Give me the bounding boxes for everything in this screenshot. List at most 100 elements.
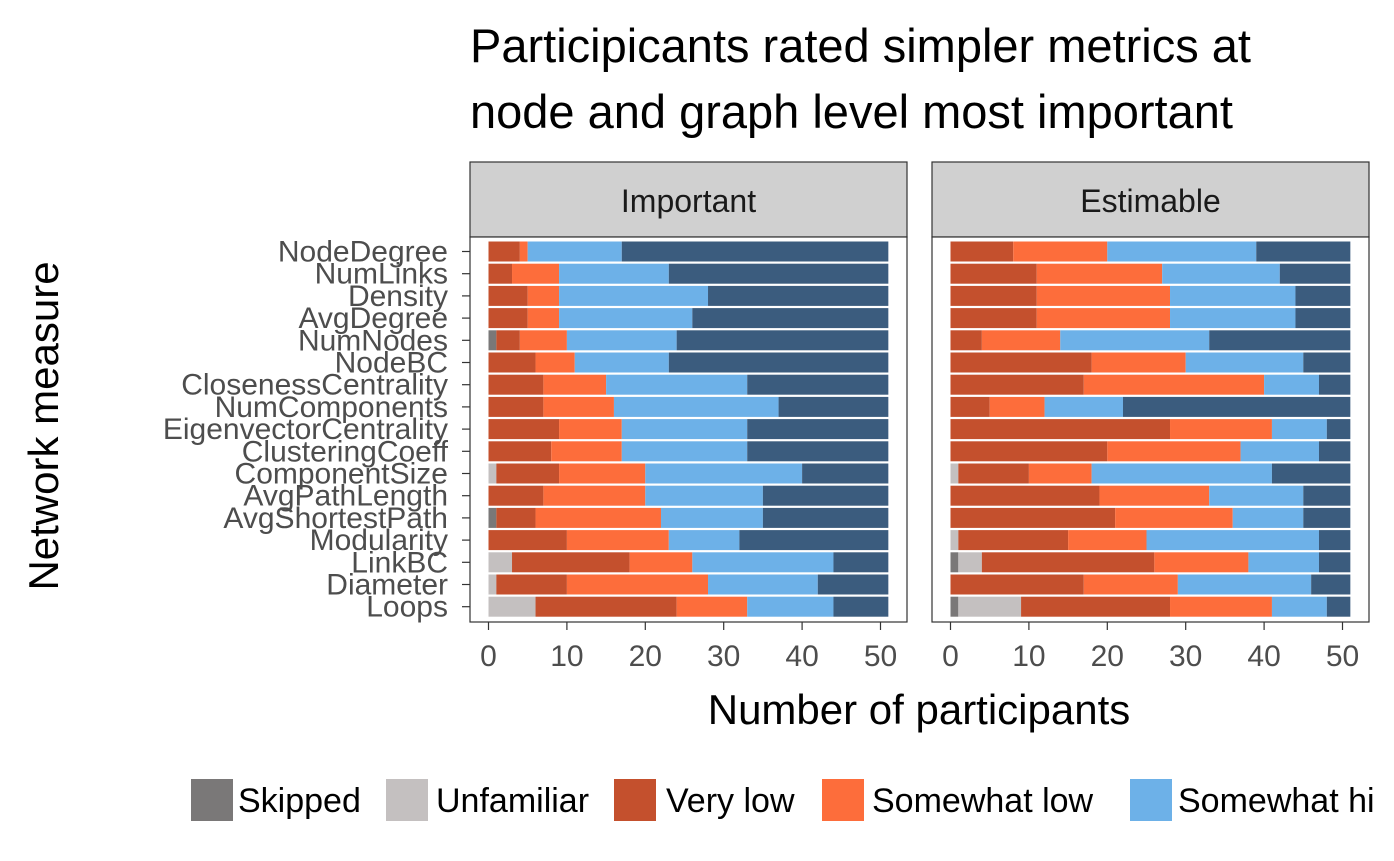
bar-segment — [1311, 574, 1351, 595]
bar-segment — [574, 352, 669, 373]
bar-segment — [668, 352, 889, 373]
x-tick-label: 20 — [629, 640, 662, 673]
bar-segment — [778, 396, 889, 417]
bar-segment — [559, 308, 693, 329]
bar-segment — [512, 552, 630, 573]
bar-segment — [958, 552, 982, 573]
bar-segment — [1091, 352, 1186, 373]
bar-segment — [660, 507, 763, 528]
bar-segment — [1036, 285, 1171, 306]
legend-label: Somewhat low — [872, 782, 1094, 820]
bar-segment — [950, 574, 1084, 595]
bar-segment — [1107, 241, 1257, 262]
y-tick-label: Modularity — [310, 524, 448, 557]
facet-panel-1: Estimable 0 10 20 30 40 50 — [931, 161, 1370, 673]
bar-segment — [747, 441, 889, 462]
bar-segment — [488, 441, 552, 462]
bar-segment — [1295, 308, 1351, 329]
y-tick-label: EigenvectorCentrality — [163, 413, 448, 446]
bar-segment — [559, 285, 709, 306]
bar-segment — [747, 596, 834, 617]
bar-segment — [488, 485, 544, 506]
bar-segment — [606, 374, 748, 395]
bar-segment — [488, 352, 536, 373]
bar-segment — [1240, 441, 1319, 462]
bar-segment — [1036, 308, 1171, 329]
bar-segment — [1083, 574, 1178, 595]
bar-segment — [1279, 263, 1351, 284]
bar-segment — [551, 441, 622, 462]
x-tick-label: 20 — [1091, 640, 1124, 673]
bar-segment — [739, 530, 889, 551]
bar-segment — [668, 263, 889, 284]
bar-segment — [950, 596, 959, 617]
y-tick-label: NumNodes — [298, 324, 448, 357]
bar-segment — [950, 441, 1108, 462]
bar-segment — [621, 241, 889, 262]
bar-segment — [645, 485, 763, 506]
bar-segment — [833, 596, 889, 617]
bar-segment — [1122, 396, 1351, 417]
bar-segment — [543, 374, 607, 395]
bar-segment — [692, 552, 834, 573]
x-tick-label: 50 — [1326, 640, 1359, 673]
bar-segment — [981, 330, 1061, 351]
bar-segment — [747, 419, 889, 440]
bar-segment — [496, 330, 520, 351]
bar-segment — [1326, 596, 1351, 617]
bar-segment — [488, 308, 528, 329]
bar-segment — [488, 330, 497, 351]
bar-segment — [566, 330, 677, 351]
bar-segment — [950, 552, 959, 573]
y-tick-label: AvgShortestPath — [223, 502, 448, 535]
bar-segment — [1303, 507, 1351, 528]
x-tick-label: 10 — [1012, 640, 1045, 673]
bar-segment — [1115, 507, 1233, 528]
bar-segment — [566, 574, 709, 595]
bar-segment — [950, 285, 1037, 306]
bar-segment — [958, 596, 1022, 617]
bar-segment — [950, 530, 959, 551]
bar-segment — [543, 396, 614, 417]
bar-segment — [1170, 285, 1296, 306]
legend-key — [386, 779, 428, 821]
legend-label: Very low — [666, 782, 795, 820]
bar-segment — [802, 463, 889, 484]
bar-segment — [559, 463, 646, 484]
x-tick-label: 10 — [550, 640, 583, 673]
bar-segment — [1303, 485, 1351, 506]
bar-segment — [1256, 241, 1351, 262]
bar-segment — [708, 285, 889, 306]
legend-key — [614, 779, 656, 821]
x-axis-title: Number of participants — [708, 686, 1131, 733]
bar-segment — [1021, 596, 1171, 617]
bar-segment — [1028, 463, 1092, 484]
bar-segment — [950, 419, 1171, 440]
legend-key — [1130, 779, 1172, 821]
bar-segment — [1209, 485, 1304, 506]
bar-segment — [1209, 330, 1351, 351]
bar-segment — [1091, 463, 1272, 484]
bar-segment — [1162, 263, 1280, 284]
bar-segment — [1170, 419, 1272, 440]
bar-segment — [488, 374, 544, 395]
y-tick-label: ClusteringCoeff — [242, 435, 449, 468]
bar-segment — [527, 285, 560, 306]
x-tick-label: 0 — [942, 640, 959, 673]
bar-segment — [512, 263, 560, 284]
bar-segment — [950, 330, 982, 351]
bar-segment — [1170, 308, 1296, 329]
y-tick-label: Loops — [366, 591, 448, 624]
bar-segment — [488, 396, 544, 417]
bar-segment — [1107, 441, 1241, 462]
bar-segment — [950, 396, 990, 417]
y-tick-label: NumComponents — [215, 391, 448, 424]
bar-segment — [621, 419, 748, 440]
y-tick-label: AvgPathLength — [243, 480, 448, 513]
bar-segment — [488, 419, 560, 440]
bar-segment — [762, 507, 889, 528]
bar-segment — [1271, 463, 1351, 484]
bar-segment — [488, 263, 513, 284]
bar-segment — [1170, 596, 1272, 617]
